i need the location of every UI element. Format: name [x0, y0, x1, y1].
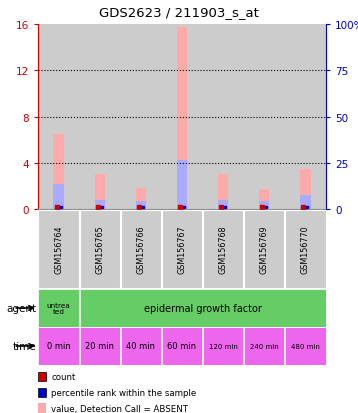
- Bar: [136, 189, 146, 209]
- Bar: [38, 328, 79, 365]
- Bar: [162, 210, 202, 289]
- Text: GSM156765: GSM156765: [95, 225, 104, 274]
- Bar: [177, 28, 187, 209]
- Text: untrea
ted: untrea ted: [47, 302, 71, 314]
- Bar: [259, 190, 270, 209]
- Bar: [300, 196, 311, 209]
- Text: epidermal growth factor: epidermal growth factor: [144, 303, 261, 313]
- Bar: [161, 25, 203, 209]
- Text: 120 min: 120 min: [209, 343, 238, 349]
- Text: GSM156769: GSM156769: [260, 225, 269, 274]
- Bar: [38, 25, 79, 209]
- Bar: [79, 210, 120, 289]
- Bar: [244, 210, 285, 289]
- Bar: [300, 169, 311, 209]
- Bar: [121, 210, 161, 289]
- Bar: [38, 290, 79, 327]
- Bar: [203, 328, 243, 365]
- Bar: [285, 210, 325, 289]
- Text: GSM156767: GSM156767: [178, 225, 187, 274]
- Text: 240 min: 240 min: [250, 343, 279, 349]
- Text: value, Detection Call = ABSENT: value, Detection Call = ABSENT: [51, 404, 188, 413]
- Text: GDS2623 / 211903_s_at: GDS2623 / 211903_s_at: [99, 6, 259, 19]
- Bar: [259, 202, 270, 209]
- Text: count: count: [51, 373, 76, 382]
- Bar: [244, 328, 285, 365]
- Text: time: time: [13, 341, 36, 351]
- Bar: [121, 328, 161, 365]
- Bar: [120, 25, 161, 209]
- Bar: [53, 184, 64, 209]
- Text: 20 min: 20 min: [85, 342, 114, 351]
- Bar: [244, 25, 285, 209]
- Text: agent: agent: [6, 303, 36, 313]
- Bar: [177, 161, 187, 209]
- Bar: [95, 200, 105, 209]
- Text: 0 min: 0 min: [47, 342, 71, 351]
- Text: GSM156764: GSM156764: [54, 225, 63, 273]
- Bar: [38, 210, 79, 289]
- Bar: [79, 25, 120, 209]
- Bar: [53, 135, 64, 209]
- Bar: [285, 328, 325, 365]
- Text: percentile rank within the sample: percentile rank within the sample: [51, 388, 197, 397]
- Bar: [79, 290, 325, 327]
- Bar: [218, 200, 228, 209]
- Bar: [285, 25, 326, 209]
- Bar: [136, 202, 146, 209]
- Text: 480 min: 480 min: [291, 343, 320, 349]
- Text: 60 min: 60 min: [168, 342, 197, 351]
- Bar: [203, 210, 243, 289]
- Bar: [162, 328, 202, 365]
- Text: GSM156768: GSM156768: [219, 225, 228, 273]
- Bar: [79, 328, 120, 365]
- Text: 40 min: 40 min: [126, 342, 155, 351]
- Text: GSM156770: GSM156770: [301, 225, 310, 274]
- Bar: [95, 175, 105, 209]
- Bar: [218, 175, 228, 209]
- Bar: [203, 25, 244, 209]
- Text: GSM156766: GSM156766: [136, 225, 145, 273]
